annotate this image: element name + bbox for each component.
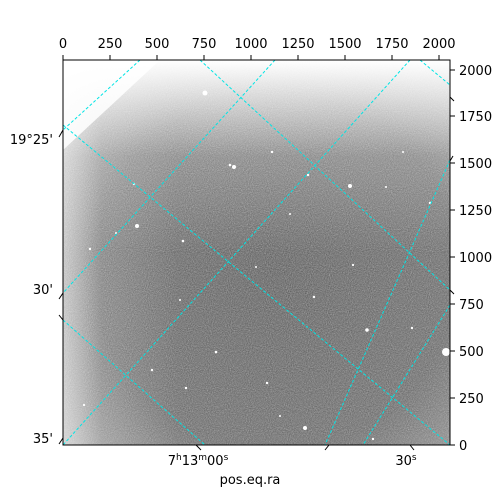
top-axis	[62, 55, 440, 60]
right-tick-label: 1000	[459, 251, 492, 266]
stars	[82, 90, 450, 441]
right-tick-label: 750	[459, 298, 484, 313]
plot-frame	[62, 59, 451, 446]
ra-tick-label-main: 7h13m00s	[168, 453, 229, 469]
top-tick-label: 1500	[328, 37, 361, 52]
bottom-axis-labels: 7h13m00s 30s	[168, 453, 417, 469]
top-tick-label: 1250	[281, 37, 314, 52]
top-tick-label: 0	[59, 37, 67, 52]
dec-tick-label: 30'	[33, 283, 53, 298]
right-tick-label: 0	[459, 439, 467, 454]
right-tick-label: 1500	[459, 157, 492, 172]
dec-tick-label: 19°25'	[10, 133, 53, 148]
top-tick-label: 1750	[375, 37, 408, 52]
top-tick-label: 2000	[422, 37, 455, 52]
top-tick-label: 500	[145, 37, 170, 52]
right-tick-label: 250	[459, 392, 484, 407]
coordinate-grid	[63, 60, 450, 445]
top-tick-label: 250	[98, 37, 123, 52]
right-axis	[450, 69, 455, 446]
top-tick-label: 750	[192, 37, 217, 52]
top-tick-label: 1000	[234, 37, 267, 52]
right-tick-label: 1250	[459, 204, 492, 219]
right-wcs-ticks	[449, 96, 455, 295]
x-axis-label: pos.eq.ra	[219, 473, 281, 488]
dec-tick-label: 35'	[33, 432, 53, 447]
right-tick-label: 2000	[459, 64, 492, 79]
sky-image	[63, 60, 450, 445]
left-axis	[58, 129, 64, 445]
ra-tick-label-secondary: 30s	[395, 453, 417, 469]
right-axis-labels: 0 250 500 750 1000 1250 1500 1750 2000	[459, 64, 492, 454]
right-tick-label: 500	[459, 345, 484, 360]
right-tick-label: 1750	[459, 110, 492, 125]
top-axis-labels: 0 250 500 750 1000 1250 1500 1750 2000	[59, 37, 456, 52]
left-axis-labels: 19°25' 30' 35'	[10, 133, 53, 447]
bottom-axis	[195, 444, 415, 451]
